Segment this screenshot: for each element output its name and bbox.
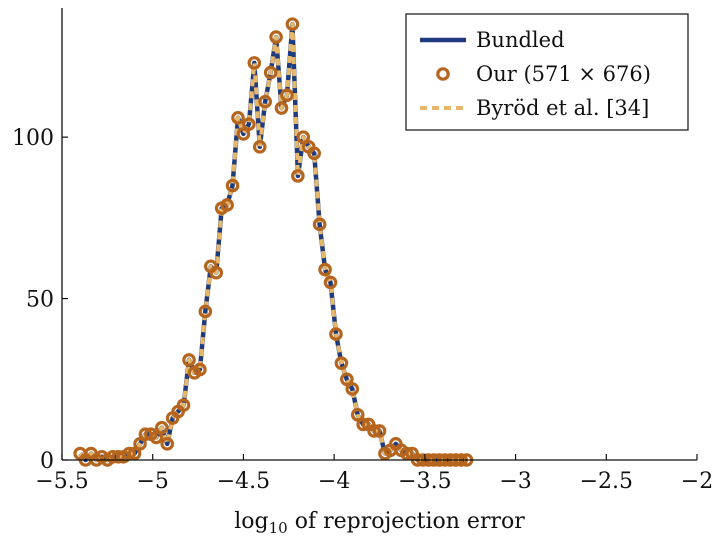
data-point-our <box>285 17 300 31</box>
data-point-our <box>242 117 256 132</box>
legend-box <box>405 13 689 131</box>
y-ticks: 0 50 100 <box>12 126 68 474</box>
x-tick-label: −4 <box>318 469 350 494</box>
legend: Bundled Our (571 × 676) Byröd et al. [34… <box>405 13 689 131</box>
x-label-suffix: of reprojection error <box>288 509 525 534</box>
data-point-our <box>350 407 365 422</box>
data-point-our <box>367 424 381 438</box>
data-point-our <box>318 262 332 277</box>
data-point-our <box>252 140 267 154</box>
x-tick-label: −5 <box>136 469 168 494</box>
data-point-our <box>127 446 142 461</box>
data-point-our <box>372 424 387 438</box>
y-tick-label: 0 <box>40 449 54 474</box>
y-tick-label: 50 <box>26 288 54 313</box>
data-point-our <box>258 94 272 109</box>
data-point-our <box>269 30 283 44</box>
data-point-our <box>296 130 311 144</box>
data-point-our <box>198 304 213 319</box>
data-point-our <box>220 198 234 212</box>
data-point-our <box>133 437 147 451</box>
data-point-our <box>356 417 370 432</box>
x-tick-label: −4.5 <box>217 469 270 494</box>
data-point-our <box>340 372 354 387</box>
data-point-our <box>307 146 321 161</box>
data-point-our <box>280 88 294 102</box>
data-point-our <box>236 127 251 141</box>
data-point-our <box>122 446 136 461</box>
legend-label-bundled: Bundled <box>476 28 565 52</box>
data-point-our <box>225 178 240 193</box>
data-point-our <box>263 65 278 80</box>
data-point-our <box>399 446 414 461</box>
x-tick-label: −5.5 <box>35 469 88 494</box>
x-tick-label: −2.5 <box>580 469 633 494</box>
legend-label-byrod: Byröd et al. [34] <box>476 96 649 120</box>
data-point-our <box>323 275 338 290</box>
data-point-our <box>345 382 360 396</box>
data-point-our <box>182 353 196 367</box>
data-point-our <box>312 217 327 232</box>
data-point-our <box>209 265 224 280</box>
y-tick-label: 100 <box>12 126 54 151</box>
data-point-our <box>329 327 343 341</box>
data-point-our <box>176 398 191 412</box>
data-point-our <box>231 110 245 125</box>
data-point-our <box>149 430 164 445</box>
plot-area <box>73 17 474 467</box>
x-label-prefix: log <box>234 509 268 534</box>
x-axis-label: log10 of reprojection error <box>234 509 525 537</box>
axes <box>61 8 697 461</box>
x-tick-label: −2 <box>681 469 713 494</box>
x-tick-label: −3.5 <box>398 469 451 494</box>
data-point-our <box>160 437 175 451</box>
x-tick-label: −3 <box>499 469 531 494</box>
data-point-our <box>247 56 262 70</box>
legend-label-our: Our (571 × 676) <box>476 62 651 86</box>
x-label-subscript: 10 <box>269 519 288 537</box>
data-point-our <box>274 101 289 115</box>
data-point-our <box>291 169 305 183</box>
data-point-our <box>193 362 207 377</box>
x-ticks: −5.5 −5 −4.5 −4 −3.5 −3 −2.5 −2 <box>35 454 713 494</box>
data-point-our <box>154 420 169 435</box>
data-point-our <box>334 356 349 370</box>
legend-swatch-our <box>436 67 450 81</box>
